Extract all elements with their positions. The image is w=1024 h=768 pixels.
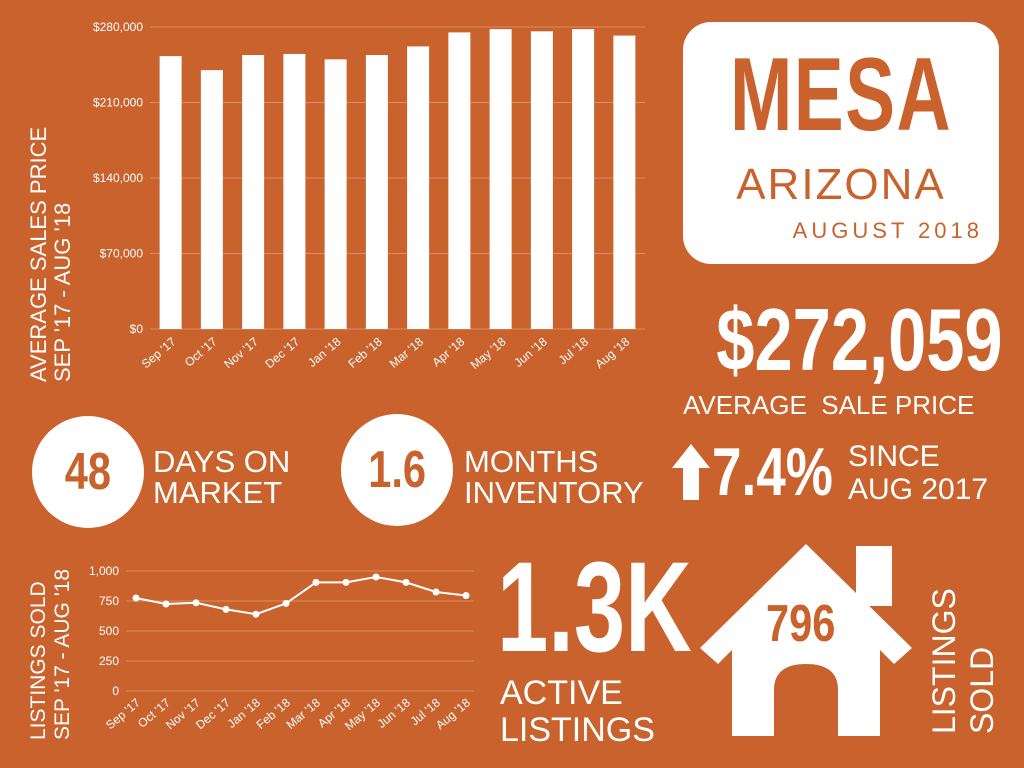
- line-point: [432, 588, 440, 596]
- bar-y-tick: $210,000: [93, 96, 143, 110]
- house-icon: [700, 544, 912, 736]
- bar: [448, 32, 471, 330]
- line-point: [462, 591, 470, 599]
- listings-sold-label: LISTINGS SOLD: [926, 588, 1000, 734]
- bar-y-tick: $0: [130, 322, 144, 336]
- state-title: ARIZONA: [736, 160, 946, 209]
- line-point: [312, 578, 320, 586]
- bar: [613, 35, 636, 329]
- bar-x-tick: Jul '18: [556, 334, 592, 367]
- bar-y-tick: $140,000: [93, 171, 143, 185]
- bar: [283, 53, 306, 329]
- bar: [159, 56, 182, 329]
- arrow-up-icon: [672, 444, 710, 500]
- bar: [407, 46, 430, 330]
- line-y-tick: 250: [99, 654, 119, 668]
- report-date: AUGUST 2018: [792, 218, 983, 243]
- line-point: [192, 599, 200, 607]
- line-point: [342, 578, 350, 586]
- line-y-tick: 1,000: [89, 564, 119, 578]
- title-card: MESA ARIZONA AUGUST 2018: [683, 22, 999, 264]
- bar: [242, 55, 265, 330]
- bar-x-tick: Aug '18: [592, 334, 632, 371]
- line-x-tick: Mar '18: [284, 695, 324, 731]
- days-on-market-circle: 48: [32, 416, 144, 528]
- line-point: [132, 594, 140, 602]
- price-change-value: 7.4%: [712, 434, 833, 510]
- average-price-label: AVERAGE SALE PRICE: [683, 390, 975, 420]
- line-point: [252, 610, 260, 618]
- line-y-tick: 750: [99, 594, 119, 608]
- line-point: [222, 605, 230, 613]
- line-point: [402, 578, 410, 586]
- line-point: [372, 573, 380, 581]
- days-on-market-value: 48: [64, 443, 112, 501]
- line-x-tick: Dec '17: [193, 695, 233, 732]
- months-inventory-circle: 1.6: [341, 414, 453, 526]
- listings-sold-value: 796: [766, 595, 836, 653]
- bar: [365, 55, 388, 330]
- line-x-tick: Sep '17: [103, 695, 143, 732]
- bar-y-tick: $70,000: [100, 247, 144, 261]
- line-point: [282, 599, 290, 607]
- active-listings-value: 1.3K: [497, 536, 692, 679]
- bar-y-tick: $280,000: [93, 20, 143, 34]
- months-inventory-label: MONTHS INVENTORY: [464, 444, 644, 510]
- average-price-value: $272,059: [716, 290, 1003, 389]
- line-x-tick: Aug '18: [433, 695, 473, 732]
- city-title: MESA: [729, 37, 953, 153]
- line-x-tick: Jun '18: [375, 695, 414, 731]
- days-on-market-label: DAYS ON MARKET: [153, 444, 291, 510]
- bar: [530, 31, 553, 330]
- price-change-label: SINCE AUG 2017: [848, 440, 989, 506]
- bar: [324, 59, 347, 329]
- bar: [572, 29, 595, 330]
- months-inventory-value: 1.6: [368, 441, 426, 499]
- bar: [489, 29, 512, 330]
- line-y-tick: 500: [99, 624, 119, 638]
- line-series: [135, 575, 467, 616]
- active-listings-label: ACTIVE LISTINGS: [500, 674, 655, 749]
- line-point: [162, 600, 170, 608]
- bar: [200, 70, 223, 330]
- line-y-tick: 0: [112, 684, 119, 698]
- bar-x-tick: Jun '18: [511, 334, 550, 370]
